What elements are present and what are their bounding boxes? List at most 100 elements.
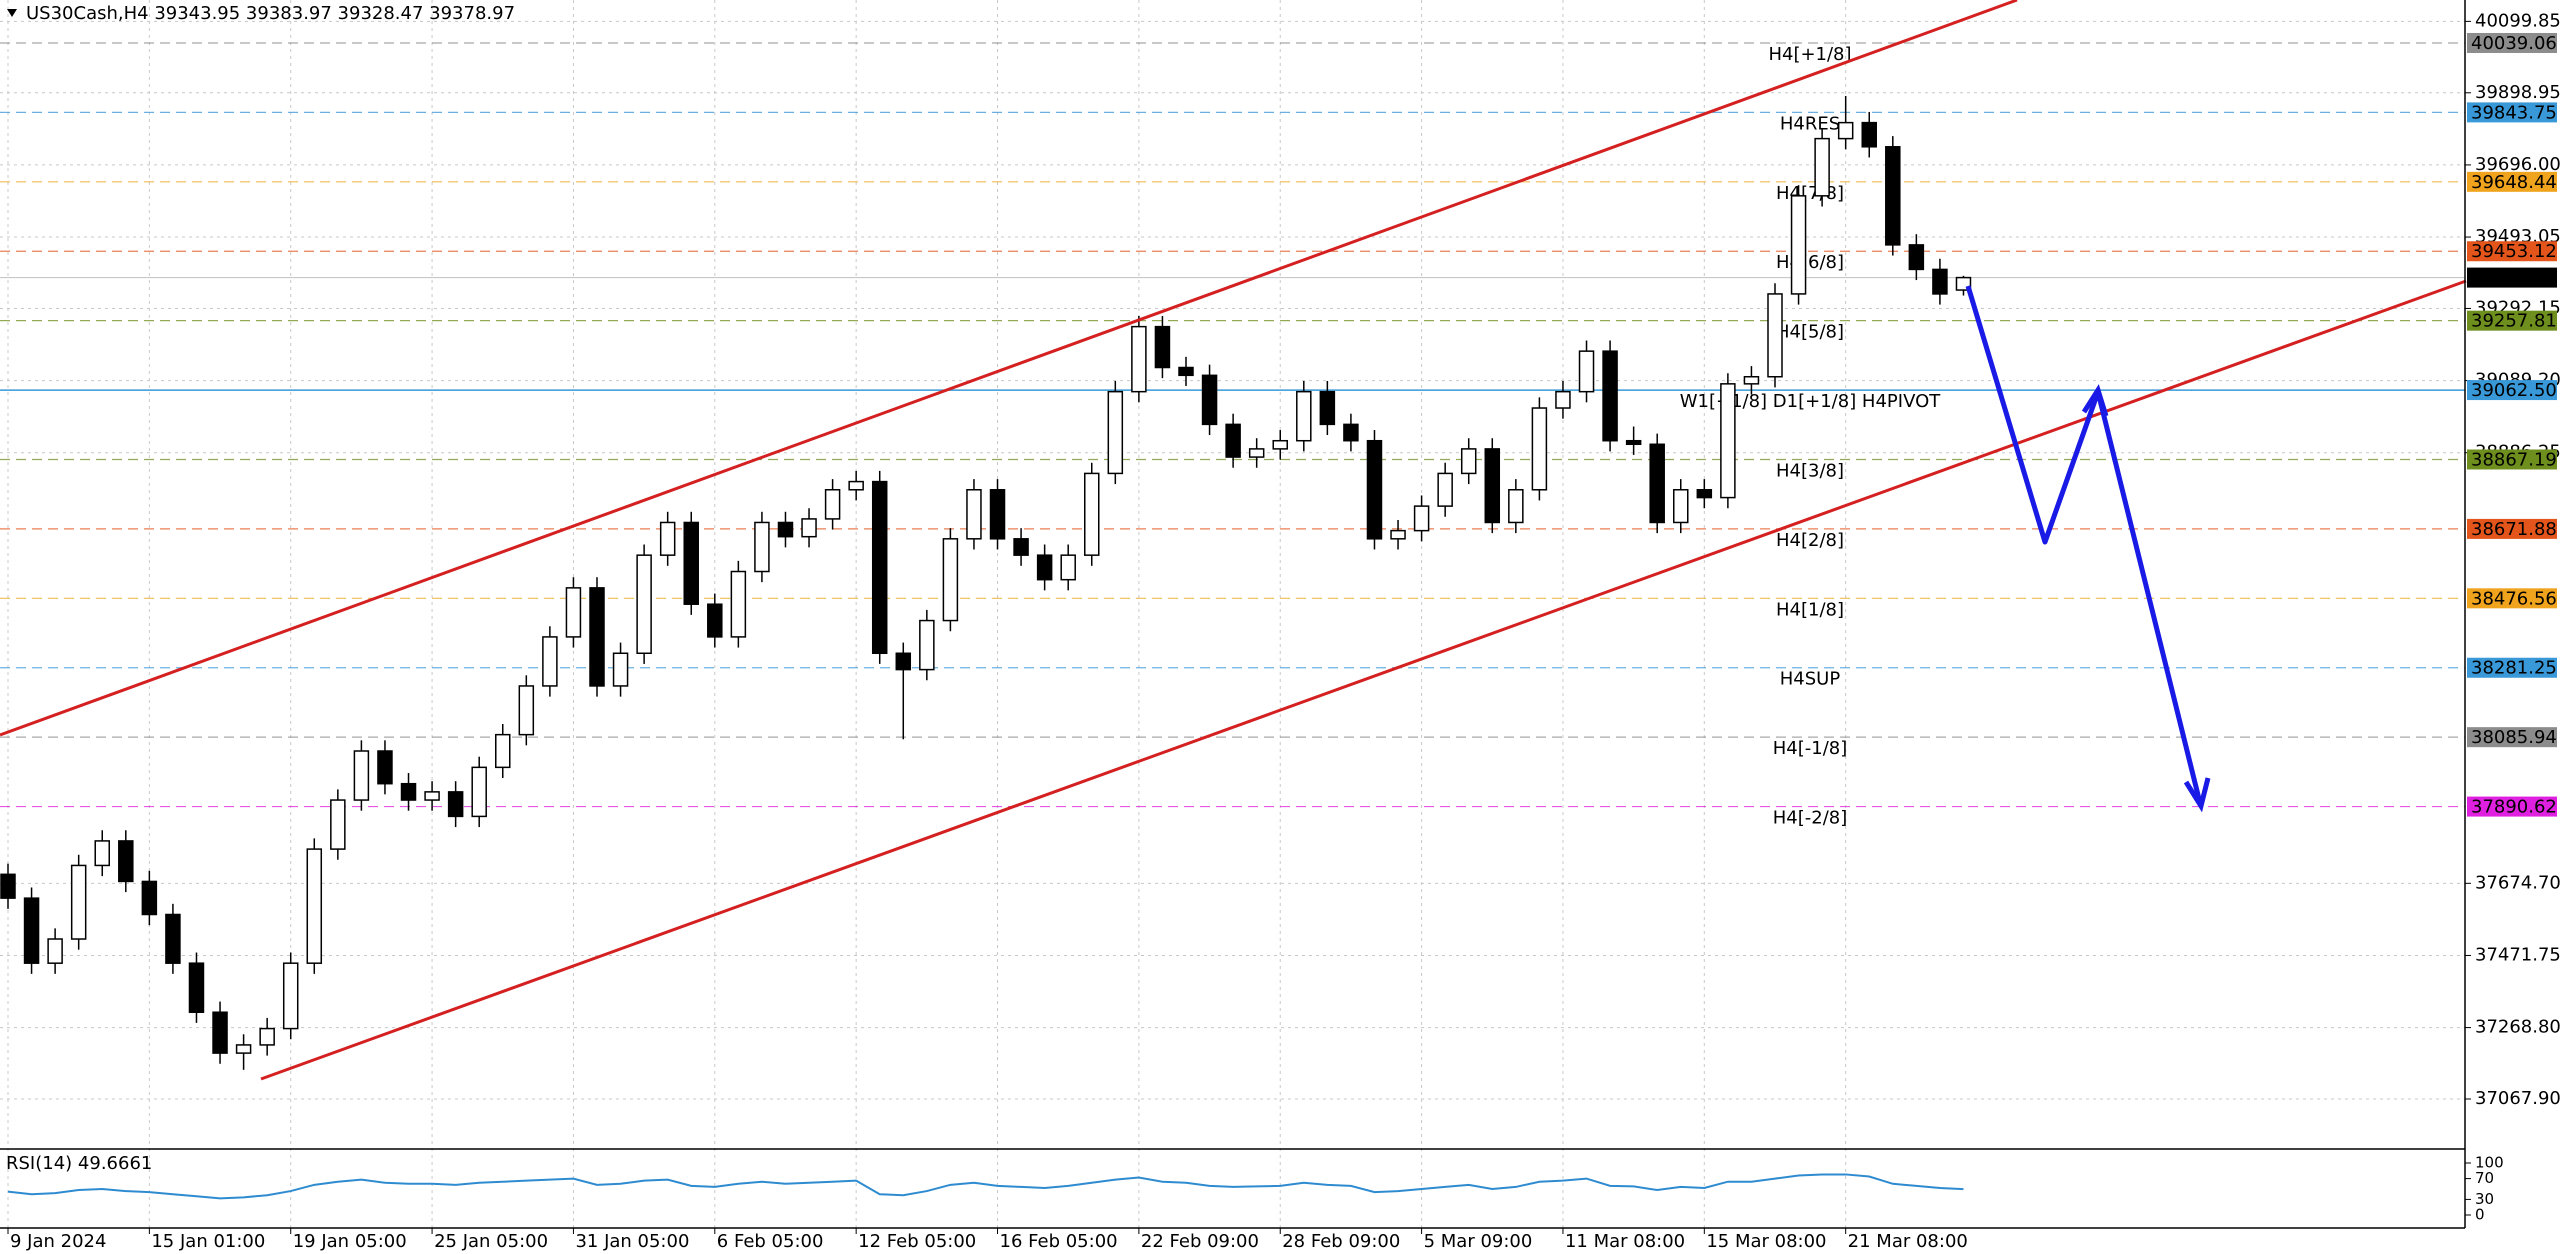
candle-body <box>1131 325 1147 393</box>
candle-body <box>1460 448 1477 475</box>
level-name: H4[5/8] <box>1776 322 1844 343</box>
x-tick-label: 15 Jan 01:00 <box>151 1231 265 1252</box>
candle-body <box>636 554 652 655</box>
candle-body <box>1437 472 1453 507</box>
level-price-label: 38476.56 <box>2471 588 2557 609</box>
candle-body <box>471 766 487 818</box>
candle-body <box>118 840 134 883</box>
level-name: H4[6/8] <box>1776 252 1844 273</box>
candle-body <box>1555 390 1571 409</box>
candle-body <box>518 685 535 736</box>
candle-body <box>801 518 817 538</box>
level-price-label: 39062.50 <box>2471 380 2557 401</box>
candle-body <box>447 791 464 818</box>
candle-body <box>353 750 370 801</box>
x-tick-label: 6 Feb 05:00 <box>717 1231 824 1252</box>
x-tick-label: 9 Jan 2024 <box>10 1231 106 1252</box>
y-tick-label: 37674.70 <box>2475 872 2560 893</box>
channel-upper <box>0 0 2018 737</box>
symbol-menu-icon[interactable] <box>7 9 17 17</box>
y-tick-label: 37471.75 <box>2475 944 2560 965</box>
x-tick-label: 5 Mar 09:00 <box>1424 1231 1533 1252</box>
candle-body <box>1107 390 1124 475</box>
candle-body <box>683 521 699 605</box>
rsi-tick-label: 0 <box>2475 1206 2485 1224</box>
chart-title: US30Cash,H4 39343.95 39383.97 39328.47 3… <box>26 3 515 24</box>
candle-body <box>377 750 393 785</box>
level-name: H4SUP <box>1780 669 1841 690</box>
candle-body <box>165 913 181 964</box>
candle-body <box>1932 268 1948 295</box>
x-tick-label: 12 Feb 05:00 <box>858 1231 976 1252</box>
last-price-tag <box>2467 267 2557 288</box>
level-name: H4[7/8] <box>1776 183 1844 204</box>
x-tick-label: 15 Mar 08:00 <box>1706 1231 1826 1252</box>
candle-body <box>1178 366 1194 377</box>
candle-body <box>730 570 747 638</box>
y-tick-label: 39696.00 <box>2475 154 2560 175</box>
level-name: H4RES <box>1780 113 1840 134</box>
level-price-label: 39843.75 <box>2471 102 2557 123</box>
candle-body <box>212 1011 228 1054</box>
channel-lower <box>260 279 2467 1081</box>
candle-body <box>1084 472 1100 556</box>
candle-body <box>966 489 982 540</box>
candle-body <box>989 489 1006 540</box>
candle-body <box>1908 244 1925 271</box>
x-tick-label: 28 Feb 09:00 <box>1282 1231 1400 1252</box>
candle-body <box>1696 489 1713 499</box>
level-price-tag <box>2467 727 2557 748</box>
level-price-label: 40039.06 <box>2471 33 2557 54</box>
level-price-tag <box>2467 171 2557 192</box>
candle-body <box>1720 383 1736 499</box>
candle-body <box>1767 293 1783 378</box>
level-price-tag <box>2467 310 2557 331</box>
level-price-tag <box>2467 657 2557 678</box>
candle-body <box>94 840 110 867</box>
candle-body <box>23 897 40 964</box>
candle-body <box>1837 121 1854 140</box>
candle-body <box>306 848 323 964</box>
rsi-tick-label: 100 <box>2475 1154 2504 1172</box>
candle-body <box>1885 146 1901 246</box>
candle-body <box>1060 554 1076 581</box>
candle-body <box>1201 374 1218 426</box>
arrow-head <box>2183 777 2211 813</box>
candle-body <box>1343 423 1359 442</box>
level-price-label: 38085.94 <box>2471 727 2557 748</box>
y-tick-label: 39898.95 <box>2475 82 2560 103</box>
candle-body <box>1319 390 1336 426</box>
candle-body <box>1673 489 1689 524</box>
candle-body <box>1649 443 1665 524</box>
candle-body <box>942 538 959 622</box>
candle-body <box>1531 407 1548 491</box>
candle-body <box>848 480 864 491</box>
candle-body <box>754 521 770 573</box>
candle-body <box>1743 375 1760 385</box>
x-tick-label: 21 Mar 08:00 <box>1848 1231 1968 1252</box>
candle-body <box>1413 505 1430 532</box>
level-name: H4[2/8] <box>1776 530 1844 551</box>
candle-body <box>141 880 158 916</box>
candle-body <box>188 962 205 1013</box>
arrow-head <box>2081 384 2109 417</box>
candle-body <box>707 603 723 638</box>
candle-body <box>1484 448 1501 524</box>
level-price-label: 38867.19 <box>2471 449 2557 470</box>
drawings <box>0 0 2467 1081</box>
candle-body <box>0 873 16 899</box>
candle-body <box>1036 554 1053 581</box>
candle-body <box>1508 489 1524 524</box>
level-price-tag <box>2467 380 2557 401</box>
level-price-tag <box>2467 796 2557 817</box>
candle-body <box>895 652 912 671</box>
rsi-line <box>7 1173 1964 1200</box>
level-price-label: 38671.88 <box>2471 519 2557 540</box>
candles-layer <box>0 95 1972 1200</box>
level-price-label: 39648.44 <box>2471 172 2557 193</box>
candle-body <box>1578 350 1595 393</box>
candle-body <box>235 1044 252 1054</box>
level-price-tag <box>2467 449 2557 470</box>
